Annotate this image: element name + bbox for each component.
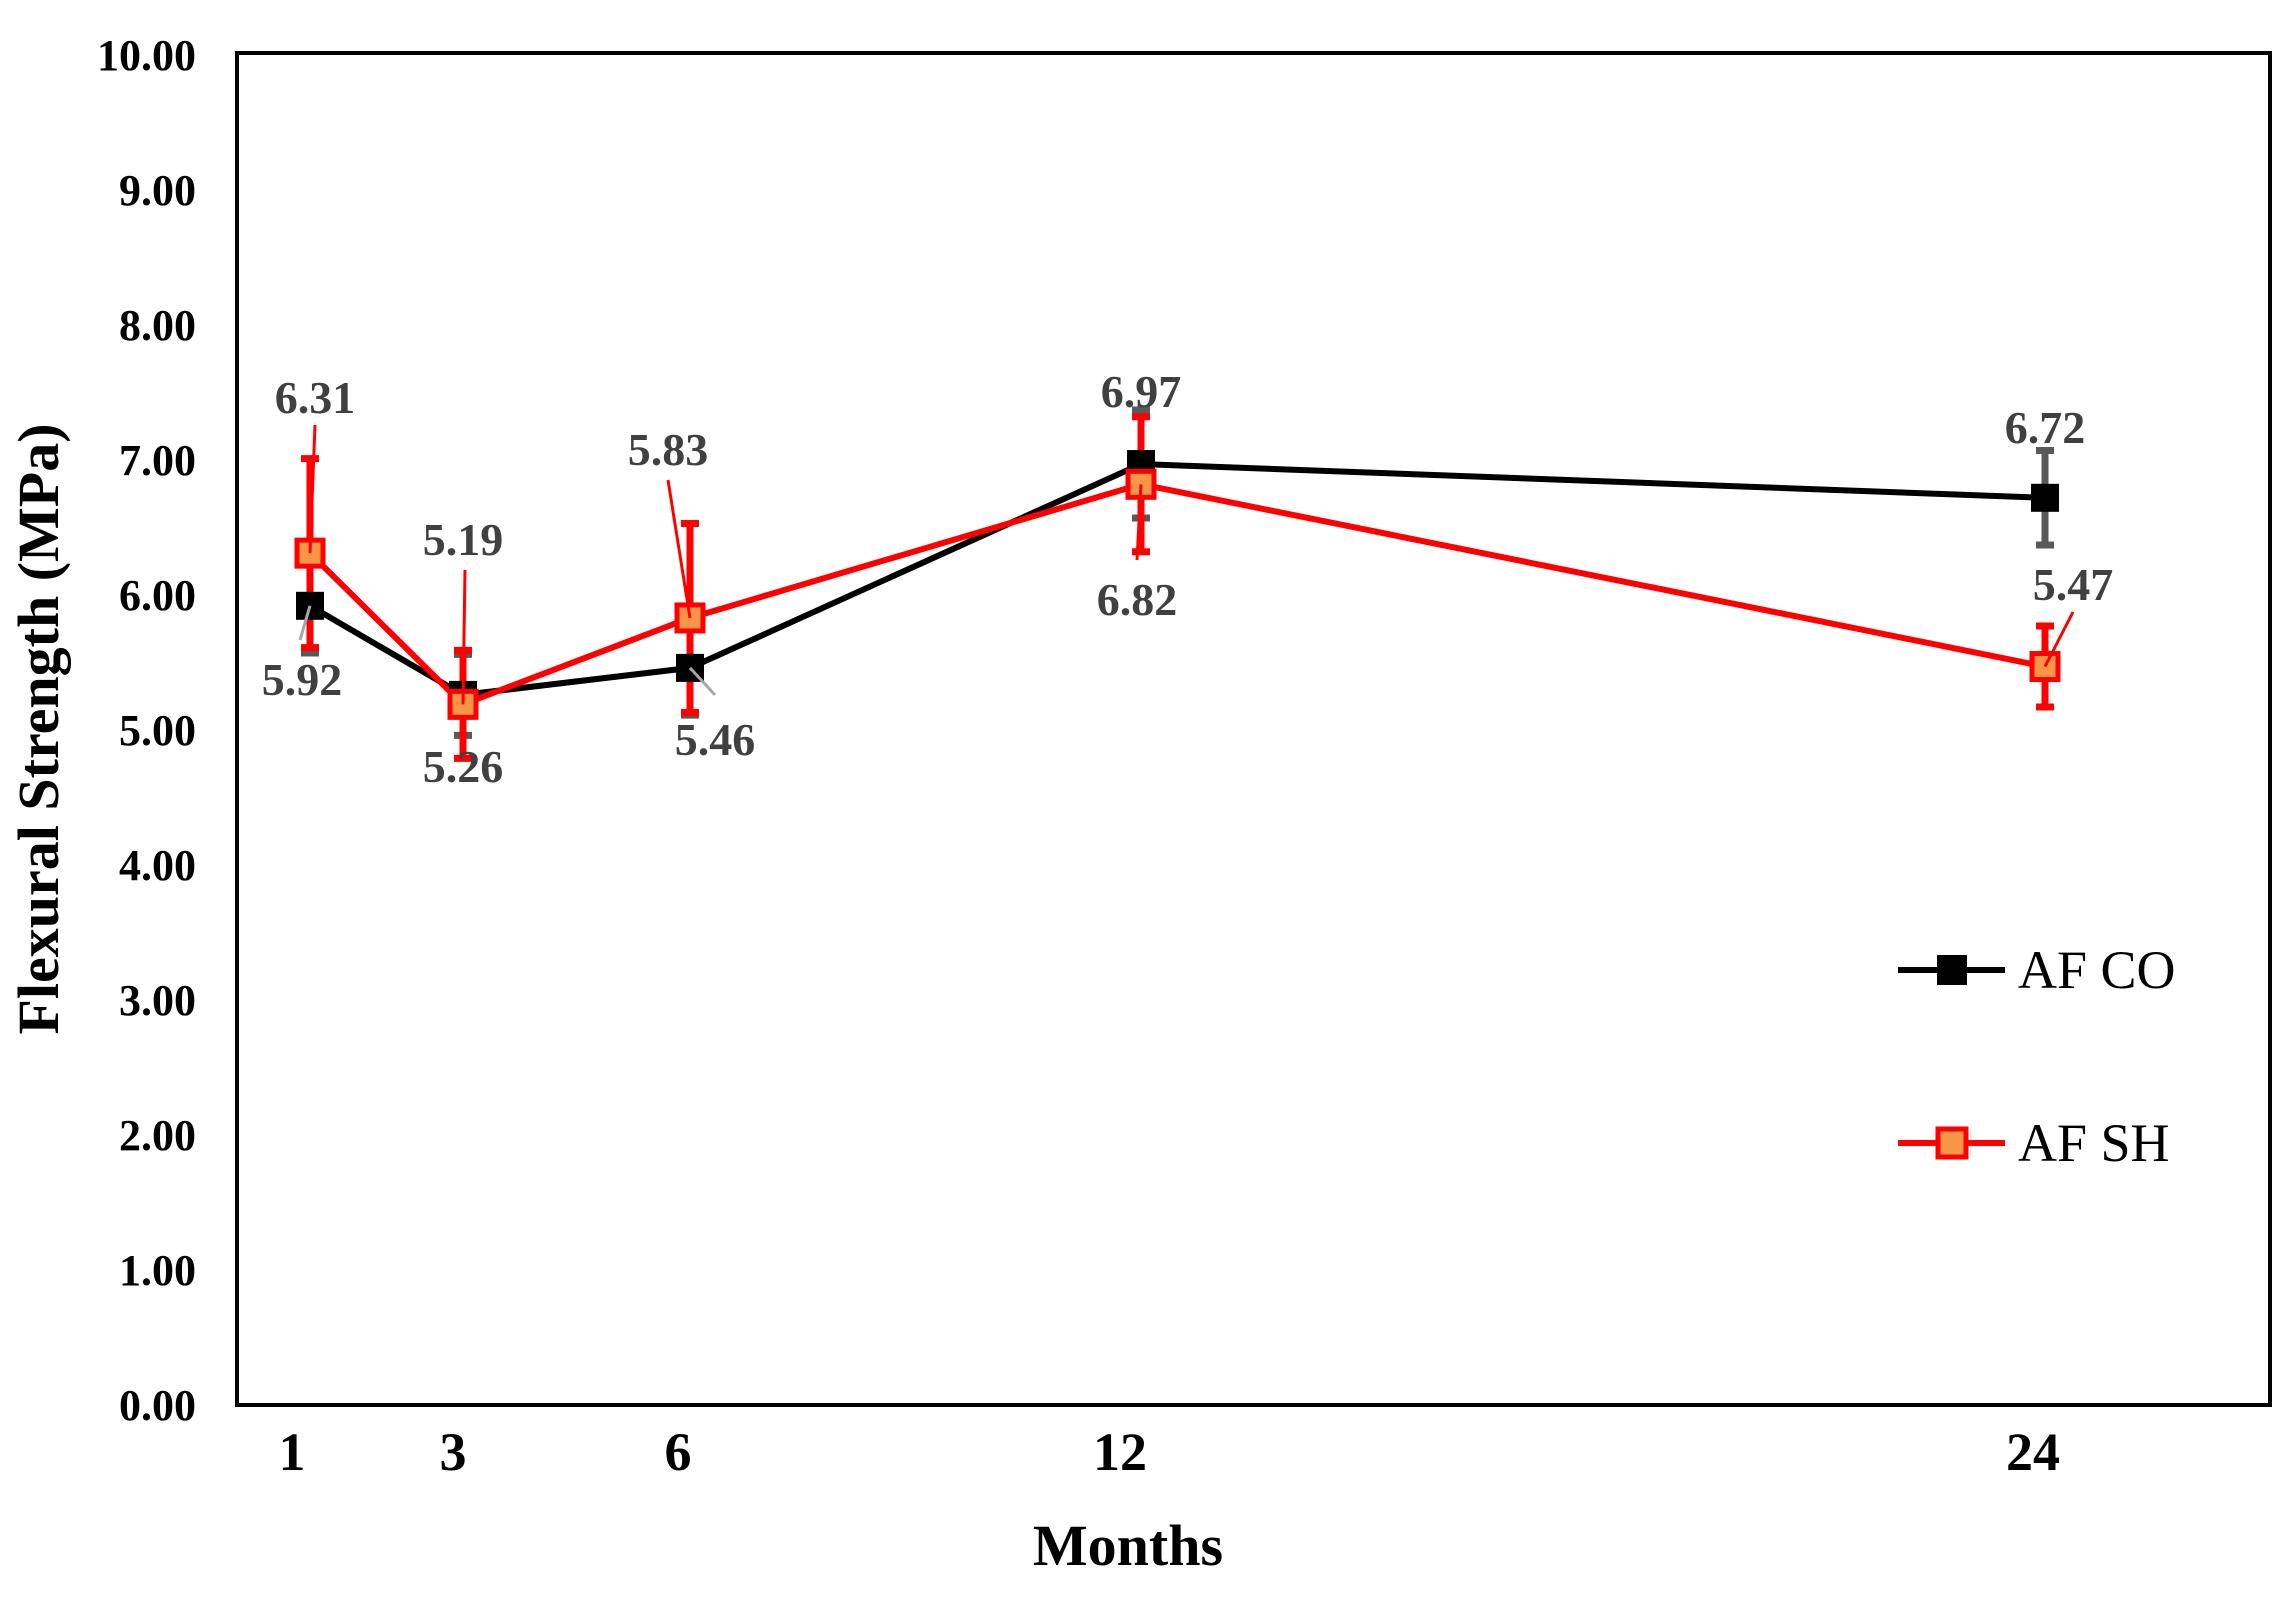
data-labels: 5.92 5.26 5.46 6.97 6.72 6.31 5.19 5.83 6.82 5.47 <box>262 366 2114 792</box>
series-line <box>308 461 2046 698</box>
x-tick-label: 12 <box>1093 1422 1147 1482</box>
data-point <box>674 602 706 634</box>
series-line <box>307 481 2046 708</box>
leader-line <box>688 666 717 697</box>
markers-af-sh <box>294 468 2061 720</box>
y-tick-label: 0.00 <box>119 1381 196 1430</box>
data-point <box>2031 483 2059 512</box>
legend-label: AF CO <box>2018 940 2176 1000</box>
data-label: 6.72 <box>2005 402 2086 453</box>
data-label: 6.82 <box>1097 574 1178 625</box>
legend-item-af-co: AF CO <box>1898 940 2176 1000</box>
data-label: 5.47 <box>2033 559 2114 610</box>
y-tick-label: 9.00 <box>119 166 196 215</box>
legend-marker <box>1937 955 1967 985</box>
y-tick-label: 3.00 <box>119 976 196 1025</box>
leader-line <box>1135 484 1143 561</box>
plot-area-frame <box>235 51 2272 1407</box>
legend: AF CO AF SH <box>1898 940 2176 1173</box>
legend-item-af-sh: AF SH <box>1898 1113 2170 1173</box>
data-label: 5.19 <box>423 514 504 565</box>
series-layer <box>294 406 2061 762</box>
data-label: 6.31 <box>275 372 356 423</box>
y-axis-title: Flexural Strength (MPa) <box>6 423 71 1034</box>
x-axis-ticks: 1 3 6 12 24 <box>279 1422 2061 1482</box>
legend-label: AF SH <box>2018 1113 2170 1173</box>
y-tick-label: 8.00 <box>119 301 196 350</box>
y-tick-label: 7.00 <box>119 436 196 485</box>
data-label: 6.97 <box>1101 366 1182 417</box>
y-tick-label: 10.00 <box>97 31 196 80</box>
leader-line <box>666 479 692 619</box>
x-tick-label: 24 <box>2006 1422 2060 1482</box>
data-label: 5.83 <box>628 424 709 475</box>
data-label: 5.92 <box>262 654 343 705</box>
y-tick-label: 6.00 <box>119 571 196 620</box>
leader-line <box>298 605 312 641</box>
legend-marker <box>1935 1126 1969 1160</box>
y-tick-label: 4.00 <box>119 841 196 890</box>
leader-line <box>308 424 317 554</box>
x-tick-label: 1 <box>279 1422 306 1482</box>
y-tick-label: 5.00 <box>119 706 196 755</box>
y-tick-label: 2.00 <box>119 1111 196 1160</box>
x-tick-label: 3 <box>440 1422 467 1482</box>
data-label: 5.46 <box>675 714 756 765</box>
data-label: 5.26 <box>423 741 504 792</box>
leader-line <box>2043 611 2075 668</box>
x-tick-label: 6 <box>665 1422 692 1482</box>
x-axis-title: Months <box>1033 1513 1223 1578</box>
y-axis-ticks: 0.00 1.00 2.00 3.00 4.00 5.00 6.00 7.00 8.00 9.00… <box>97 31 196 1430</box>
series-af-co <box>301 406 2054 739</box>
leader-line <box>461 569 467 705</box>
y-tick-label: 1.00 <box>119 1246 196 1295</box>
